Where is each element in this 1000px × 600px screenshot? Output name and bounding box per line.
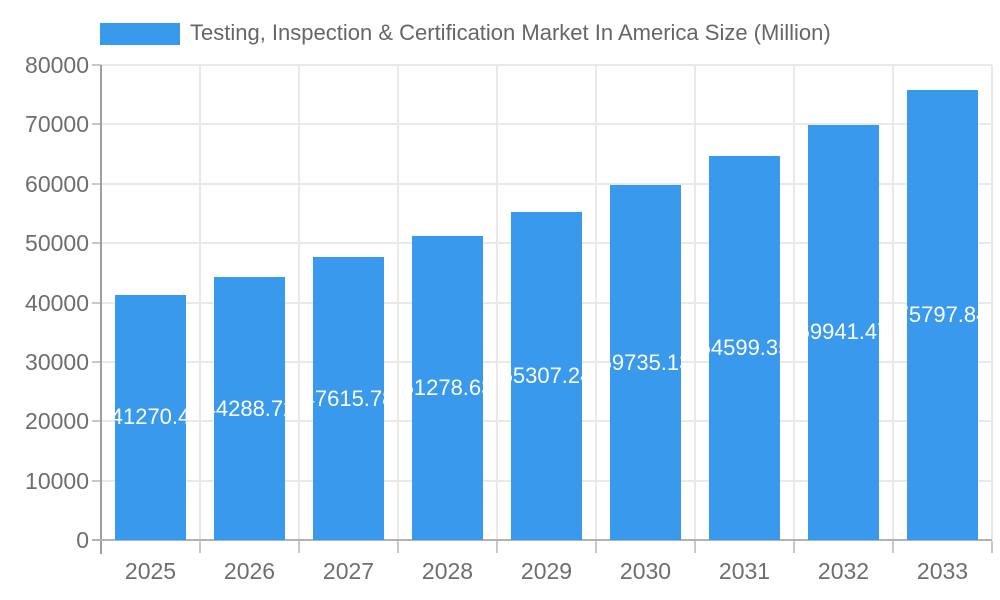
x-axis-label: 2029	[520, 558, 573, 584]
bar-value-label: 59735.13	[610, 349, 681, 375]
gridline-vertical	[694, 65, 696, 540]
bar-value-label: 55307.24	[511, 362, 582, 388]
y-axis-label: 40000	[25, 289, 89, 316]
y-axis-tick	[92, 64, 101, 66]
x-axis-tick	[892, 541, 894, 553]
bar[interactable]: 75797.84	[907, 89, 978, 540]
gridline-vertical	[199, 65, 201, 540]
bar[interactable]: 69941.47	[808, 124, 879, 540]
bar[interactable]: 41270.4	[115, 294, 186, 540]
y-axis-tick	[92, 420, 101, 423]
x-axis-label: 2028	[421, 558, 474, 584]
x-axis-label: 2031	[718, 558, 771, 584]
gridline-vertical	[892, 65, 894, 540]
y-axis-tick	[92, 479, 101, 482]
x-axis-label: 2030	[619, 558, 672, 584]
x-axis-tick	[496, 541, 498, 553]
y-axis-label: 80000	[25, 52, 89, 78]
gridline-horizontal	[101, 182, 992, 185]
x-axis-tick	[991, 541, 993, 553]
y-axis-label: 0	[76, 527, 89, 553]
bar-value-label: 47615.78	[313, 385, 384, 411]
x-axis-line	[92, 539, 992, 541]
x-axis-tick	[298, 541, 300, 553]
y-axis-label: 70000	[25, 111, 89, 138]
y-axis-line	[100, 65, 102, 554]
y-axis-label: 10000	[25, 467, 89, 494]
y-axis-label: 20000	[25, 408, 89, 435]
gridline-horizontal	[101, 123, 992, 126]
y-axis-tick	[92, 123, 101, 126]
x-axis-tick	[199, 541, 201, 553]
x-axis-label: 2032	[817, 558, 870, 584]
bar-value-label: 75797.84	[907, 301, 978, 327]
x-axis-tick	[595, 541, 597, 553]
y-axis-tick	[92, 242, 101, 245]
bar[interactable]: 47615.78	[313, 257, 384, 540]
x-axis-label: 2026	[223, 558, 276, 584]
gridline-vertical	[298, 65, 300, 540]
y-axis-label: 60000	[25, 170, 89, 197]
gridline-vertical	[397, 65, 399, 540]
y-axis-tick	[92, 301, 101, 304]
bar-value-label: 51278.63	[412, 374, 483, 400]
bar-value-label: 69941.47	[808, 319, 879, 345]
x-axis-tick	[397, 541, 399, 553]
bar[interactable]: 55307.24	[511, 211, 582, 540]
gridline-vertical	[595, 65, 597, 540]
x-axis-tick	[793, 541, 795, 553]
gridline-horizontal	[101, 64, 992, 66]
y-axis-tick	[92, 360, 101, 363]
gridline-vertical	[496, 65, 498, 540]
x-axis-label: 2027	[322, 558, 375, 584]
bar[interactable]: 59735.13	[610, 185, 681, 540]
bar[interactable]: 64599.35	[709, 156, 780, 540]
y-axis-label: 30000	[25, 348, 89, 375]
legend-label: Testing, Inspection & Certification Mark…	[190, 20, 831, 45]
y-axis-label: 50000	[25, 230, 89, 257]
bar-value-label: 41270.4	[115, 404, 186, 430]
gridline-vertical	[793, 65, 795, 540]
y-axis-tick	[92, 182, 101, 185]
x-axis-label: 2033	[916, 558, 969, 584]
bar[interactable]: 51278.63	[412, 235, 483, 540]
bar-value-label: 64599.35	[709, 335, 780, 361]
x-axis-label: 2025	[124, 558, 177, 584]
gridline-vertical	[991, 65, 993, 540]
legend-swatch	[100, 23, 180, 45]
x-axis-tick	[694, 541, 696, 553]
